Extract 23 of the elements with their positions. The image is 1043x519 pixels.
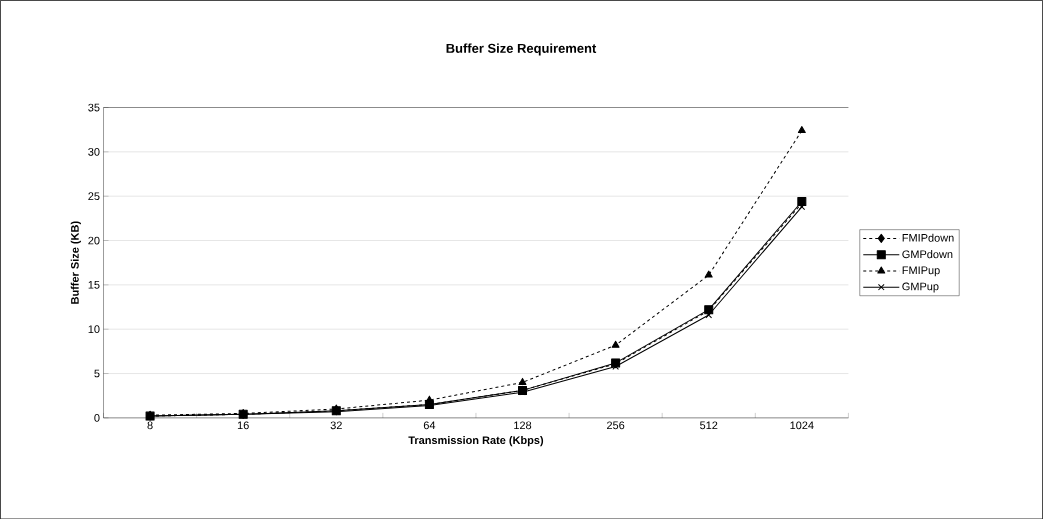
x-tick-label: 32 [330,421,342,429]
x-tick-label: 64 [423,421,436,429]
x-axis-title: Transmission Rate (Kbps) [408,435,544,447]
legend-label: GMPup [902,282,939,293]
y-tick-label: 5 [94,369,100,378]
x-tick-label: 128 [514,421,532,429]
x-tick-label: 16 [237,421,249,429]
legend-label: GMPdown [902,249,953,258]
y-axis-title: Buffer Size (KB) [70,221,81,304]
x-tick-label: 1024 [790,421,814,429]
y-tick-label: 15 [88,280,100,289]
legend-label: FMIPup [902,266,940,277]
x-tick-label: 8 [147,421,153,429]
y-tick-label: 20 [88,236,100,245]
y-tick-label: 0 [94,413,100,422]
y-tick-label: 35 [88,103,100,112]
x-tick-label: 256 [607,421,625,429]
x-tick-label: 512 [700,421,718,429]
y-tick-label: 10 [88,325,100,333]
chart-title: Buffer Size Requirement [446,43,597,56]
y-tick-label: 25 [88,192,100,200]
legend-label: FMIPdown [902,233,954,242]
y-tick-label: 30 [88,147,100,156]
